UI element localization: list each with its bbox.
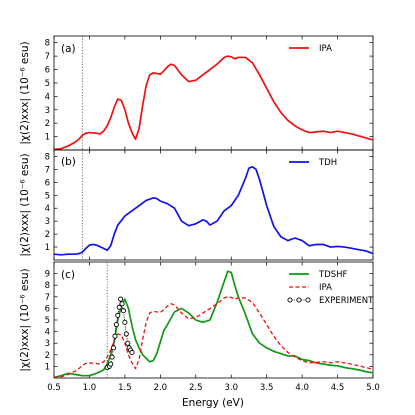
panel-c-legend-ipa-label: IPA bbox=[319, 283, 332, 293]
panel-c-series-experiment-point bbox=[115, 312, 121, 318]
panel-a-series bbox=[53, 55, 374, 151]
panel-c-series-experiment-point bbox=[109, 354, 115, 360]
panel-c-series-experiment-point bbox=[112, 333, 118, 339]
panel-c-series-ipa-line bbox=[53, 296, 374, 379]
panel-a-y-tick-label: 5 bbox=[45, 79, 50, 89]
x-axis-label: Energy (eV) bbox=[182, 397, 244, 409]
panel-a-x-tick-marks bbox=[53, 36, 374, 150]
panel-c-series-experiment-point bbox=[122, 319, 128, 325]
panel-b-y-tick-label: 2 bbox=[45, 230, 50, 240]
panel-a-y-tick-label: 2 bbox=[45, 119, 50, 129]
panel-c-y-axis-label: |χ(2)xxx| (10⁻⁶ esu) bbox=[19, 268, 31, 371]
panel-a-y-tick-label: 3 bbox=[45, 106, 50, 116]
panel-a-legend-ipa-label: IPA bbox=[319, 44, 332, 54]
panel-a-series-ipa-line bbox=[53, 55, 374, 151]
x-tick-label: 5.0 bbox=[366, 383, 380, 393]
x-tick-label: 0.5 bbox=[47, 383, 61, 393]
panel-c-y-tick-label: 4 bbox=[45, 328, 50, 338]
panel-a-legend: IPA bbox=[289, 44, 332, 54]
panel-a-y-tick-label: 6 bbox=[45, 66, 50, 76]
panel-c-series-experiment-point bbox=[108, 361, 114, 367]
panel-c-label: (c) bbox=[61, 269, 75, 281]
panel-c-y-tick-label: 8 bbox=[45, 281, 50, 291]
panel-c-y-tick-label: 9 bbox=[45, 270, 50, 280]
x-tick-label: 3.5 bbox=[260, 383, 274, 393]
panel-b-y-axis-label: |χ(2)xxx| (10⁻⁶ esu) bbox=[19, 153, 31, 256]
panel-a-y-tick-label: 8 bbox=[45, 39, 50, 49]
x-tick-labels: 0.5 1.0 1.5 2.0 2.5 3.0 3.5 4.0 4.5 5.0 bbox=[47, 383, 380, 393]
panel-a-y-ticks: 1 2 3 4 5 6 7 8 bbox=[45, 39, 373, 143]
panel-c-series-experiment-point bbox=[118, 296, 124, 302]
panel-b-legend-tdh-label: TDH bbox=[318, 158, 337, 168]
panel-c-y-ticks: 12 34 5 67 89 bbox=[45, 270, 373, 372]
panel-c-legend-experiment-label: EXPERIMENT bbox=[319, 296, 374, 306]
panel-c-series bbox=[53, 270, 374, 379]
panel-c-legend-tdshf-label: TDSHF bbox=[318, 270, 348, 280]
panel-a-label: (a) bbox=[61, 43, 76, 55]
panel-b-y-tick-label: 1 bbox=[45, 243, 50, 253]
panel-b-y-tick-label: 4 bbox=[45, 204, 50, 214]
panel-a: 1 2 3 4 5 6 7 8 (a) |χ(2)xxx| (10⁻⁶ esu) IPA bbox=[19, 35, 374, 151]
panel-b-y-tick-label: 8 bbox=[45, 152, 50, 162]
panel-c-series-experiment-point bbox=[113, 322, 119, 328]
x-tick-label: 4.5 bbox=[331, 383, 345, 393]
panel-a-y-tick-label: 4 bbox=[45, 92, 50, 102]
panel-c-series-experiment-point bbox=[120, 308, 127, 314]
panel-b-y-tick-label: 7 bbox=[45, 165, 50, 175]
panel-c-y-tick-label: 6 bbox=[45, 304, 50, 314]
panel-c-series-experiment-point bbox=[129, 349, 135, 356]
panel-a-y-tick-label: 1 bbox=[45, 133, 50, 143]
panel-c-y-tick-label: 1 bbox=[45, 362, 50, 372]
panel-b-legend: TDH bbox=[289, 158, 337, 168]
panel-c-series-experiment-point bbox=[116, 304, 122, 310]
panel-c-series-experiment-point bbox=[125, 340, 131, 346]
panel-c-y-tick-label: 7 bbox=[45, 293, 50, 303]
panel-c-y-tick-label: 2 bbox=[45, 351, 50, 361]
x-tick-label: 4.0 bbox=[295, 383, 309, 393]
panel-b: 1 2 3 4 5 6 7 8 (b) |χ(2)xxx| (10⁻⁶ esu) TDH bbox=[19, 149, 374, 261]
panel-b-y-tick-label: 5 bbox=[45, 191, 50, 201]
panel-b-series-tdh-line bbox=[53, 165, 374, 256]
panel-b-frame bbox=[53, 149, 374, 261]
x-tick-label: 2.5 bbox=[189, 383, 203, 393]
panel-c-series-experiment-point bbox=[110, 345, 117, 351]
panel-b-y-tick-label: 6 bbox=[45, 178, 50, 188]
panel-c-legend-experiment-marker bbox=[305, 297, 311, 303]
panel-c-series-experiment-point bbox=[119, 301, 125, 307]
panel-b-x-tick-marks bbox=[53, 150, 374, 260]
panel-c-legend: TDSHF IPA EXPERIMENT bbox=[287, 270, 374, 306]
panel-a-y-tick-label: 7 bbox=[45, 52, 50, 62]
panel-c-y-tick-label: 5 bbox=[45, 316, 50, 326]
panel-b-series bbox=[53, 165, 374, 256]
panel-c-y-tick-label: 3 bbox=[45, 339, 50, 349]
panel-a-y-axis-label: |χ(2)xxx| (10⁻⁶ esu) bbox=[19, 41, 31, 144]
x-tick-label: 3.0 bbox=[224, 383, 238, 393]
panel-c-legend-experiment-marker bbox=[287, 297, 293, 303]
panel-c: 12 34 5 67 89 (c) |χ(2)xxx| (10⁻⁶ esu) TDSHF… bbox=[19, 261, 374, 379]
panel-b-label: (b) bbox=[61, 156, 76, 168]
panel-c-series-experiment-point bbox=[123, 331, 129, 337]
panel-c-series-tdshf-line bbox=[53, 270, 374, 379]
x-tick-label: 1.0 bbox=[83, 383, 97, 393]
panel-c-legend-experiment-marker bbox=[296, 297, 302, 303]
panel-b-y-ticks: 1 2 3 4 5 6 7 8 bbox=[45, 152, 373, 253]
x-tick-label: 2.0 bbox=[154, 383, 168, 393]
x-tick-label: 1.5 bbox=[118, 383, 132, 393]
panel-b-y-tick-label: 3 bbox=[45, 217, 50, 227]
